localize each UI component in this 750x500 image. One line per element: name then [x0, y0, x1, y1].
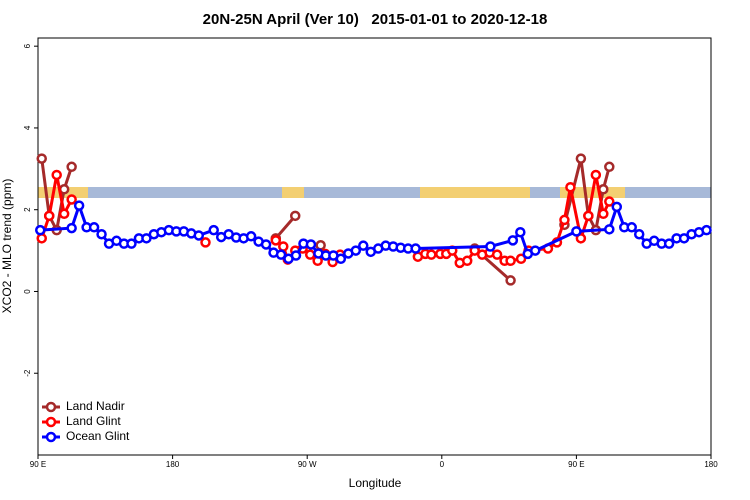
point — [96, 228, 107, 240]
point — [289, 210, 301, 222]
legend-marker — [45, 416, 57, 428]
point — [583, 210, 594, 222]
point — [193, 230, 205, 241]
point — [36, 233, 47, 244]
x-tick-label: 180 — [704, 460, 718, 469]
point — [604, 196, 615, 207]
point — [208, 224, 219, 236]
point — [34, 224, 46, 236]
point — [315, 240, 326, 251]
point — [505, 255, 516, 267]
point — [485, 241, 496, 252]
point — [290, 250, 302, 261]
legend-marker — [45, 431, 57, 443]
y-tick-label: 2 — [23, 207, 32, 212]
point — [245, 231, 257, 242]
point — [66, 194, 77, 205]
point — [305, 239, 317, 250]
point — [701, 224, 712, 236]
point — [260, 239, 272, 250]
point — [141, 233, 152, 244]
point — [66, 222, 77, 234]
point — [66, 161, 77, 173]
point — [200, 237, 211, 248]
y-axis-label: XCO2 - MLO trend (ppm) — [0, 179, 14, 314]
legend-label: Land Nadir — [66, 399, 125, 413]
point — [58, 208, 70, 220]
point — [491, 249, 503, 260]
point — [678, 233, 690, 244]
point — [278, 241, 289, 252]
point — [575, 233, 587, 244]
point — [604, 224, 615, 235]
point — [505, 275, 516, 286]
point — [530, 245, 541, 256]
x-tick-label: 90 E — [568, 460, 584, 469]
point — [611, 201, 623, 213]
point — [515, 226, 526, 238]
point — [350, 245, 362, 256]
point — [575, 153, 587, 164]
x-tick-label: 0 — [440, 460, 445, 469]
point — [358, 240, 369, 251]
point — [604, 161, 615, 173]
point — [426, 249, 437, 260]
legend-label: Ocean Glint — [66, 429, 130, 443]
x-axis-label: Longitude — [349, 476, 402, 490]
point — [559, 214, 570, 226]
point — [571, 226, 582, 237]
legend-label: Land Glint — [66, 414, 121, 428]
point — [410, 243, 421, 254]
point — [275, 249, 287, 260]
y-tick-label: -2 — [23, 369, 32, 377]
x-tick-label: 90 W — [298, 460, 317, 469]
point — [565, 181, 576, 193]
point — [507, 235, 519, 246]
point — [461, 255, 473, 267]
point — [126, 238, 137, 249]
plot-frame — [37, 37, 712, 456]
y-tick-label: 6 — [23, 43, 32, 48]
chart-title: 20N-25N April (Ver 10) 2015-01-01 to 202… — [203, 11, 548, 28]
point — [633, 228, 645, 240]
point — [73, 200, 85, 211]
point — [304, 249, 316, 260]
point — [663, 238, 675, 249]
point — [51, 169, 62, 181]
point — [335, 253, 347, 265]
y-tick-label: 0 — [23, 289, 32, 294]
point — [43, 210, 55, 222]
point — [88, 222, 100, 233]
point — [515, 253, 527, 265]
point — [36, 153, 47, 164]
point — [598, 208, 609, 220]
point — [590, 169, 602, 181]
point — [626, 222, 637, 233]
y-tick-label: 4 — [23, 125, 32, 130]
legend-marker — [45, 401, 57, 413]
x-tick-label: 90 E — [30, 460, 46, 469]
x-tick-label: 180 — [166, 460, 180, 469]
point — [270, 235, 282, 246]
